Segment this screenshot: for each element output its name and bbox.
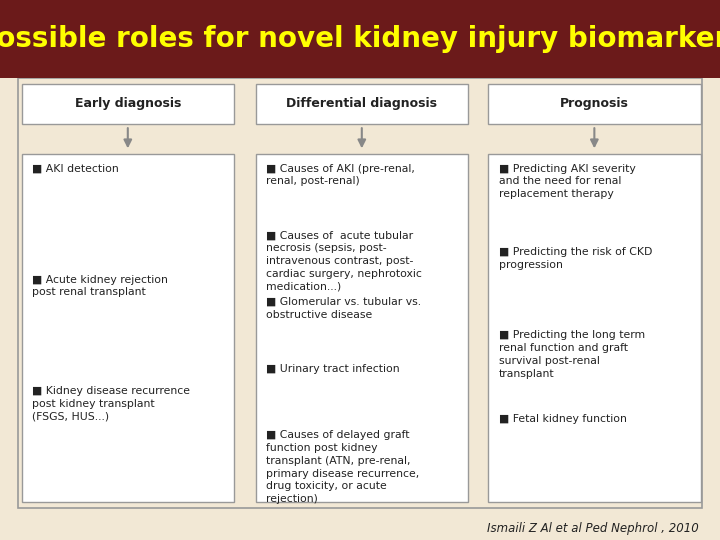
Text: ■ Acute kidney rejection
post renal transplant: ■ Acute kidney rejection post renal tran… bbox=[32, 275, 168, 298]
Text: ■ Predicting the risk of CKD
progression: ■ Predicting the risk of CKD progression bbox=[499, 247, 652, 269]
FancyBboxPatch shape bbox=[256, 154, 468, 502]
Text: Possible roles for novel kidney injury biomarkers: Possible roles for novel kidney injury b… bbox=[0, 25, 720, 53]
Text: ■ Predicting the long term
renal function and graft
survival post-renal
transpla: ■ Predicting the long term renal functio… bbox=[499, 330, 645, 379]
Text: ■ Fetal kidney function: ■ Fetal kidney function bbox=[499, 414, 627, 423]
Text: Ismaili Z Al et al Ped Nephrol , 2010: Ismaili Z Al et al Ped Nephrol , 2010 bbox=[487, 522, 698, 535]
Text: Differential diagnosis: Differential diagnosis bbox=[287, 97, 437, 111]
FancyBboxPatch shape bbox=[488, 154, 701, 502]
Text: ■ Glomerular vs. tubular vs.
obstructive disease: ■ Glomerular vs. tubular vs. obstructive… bbox=[266, 297, 421, 320]
Text: ■ Causes of AKI (pre-renal,
renal, post-renal): ■ Causes of AKI (pre-renal, renal, post-… bbox=[266, 164, 415, 186]
FancyBboxPatch shape bbox=[22, 84, 234, 124]
Text: ■ Kidney disease recurrence
post kidney transplant
(FSGS, HUS...): ■ Kidney disease recurrence post kidney … bbox=[32, 386, 190, 421]
FancyBboxPatch shape bbox=[488, 84, 701, 124]
FancyBboxPatch shape bbox=[18, 78, 702, 508]
Text: Prognosis: Prognosis bbox=[560, 97, 629, 111]
FancyBboxPatch shape bbox=[0, 0, 720, 78]
Text: ■ Causes of  acute tubular
necrosis (sepsis, post-
intravenous contrast, post-
c: ■ Causes of acute tubular necrosis (seps… bbox=[266, 230, 422, 292]
Text: ■ Predicting AKI severity
and the need for renal
replacement therapy: ■ Predicting AKI severity and the need f… bbox=[499, 164, 636, 199]
FancyBboxPatch shape bbox=[22, 154, 234, 502]
Text: Early diagnosis: Early diagnosis bbox=[75, 97, 181, 111]
FancyBboxPatch shape bbox=[256, 84, 468, 124]
Text: ■ Urinary tract infection: ■ Urinary tract infection bbox=[266, 363, 400, 374]
Text: ■ Causes of delayed graft
function post kidney
transplant (ATN, pre-renal,
prima: ■ Causes of delayed graft function post … bbox=[266, 430, 420, 504]
Text: ■ AKI detection: ■ AKI detection bbox=[32, 164, 119, 174]
